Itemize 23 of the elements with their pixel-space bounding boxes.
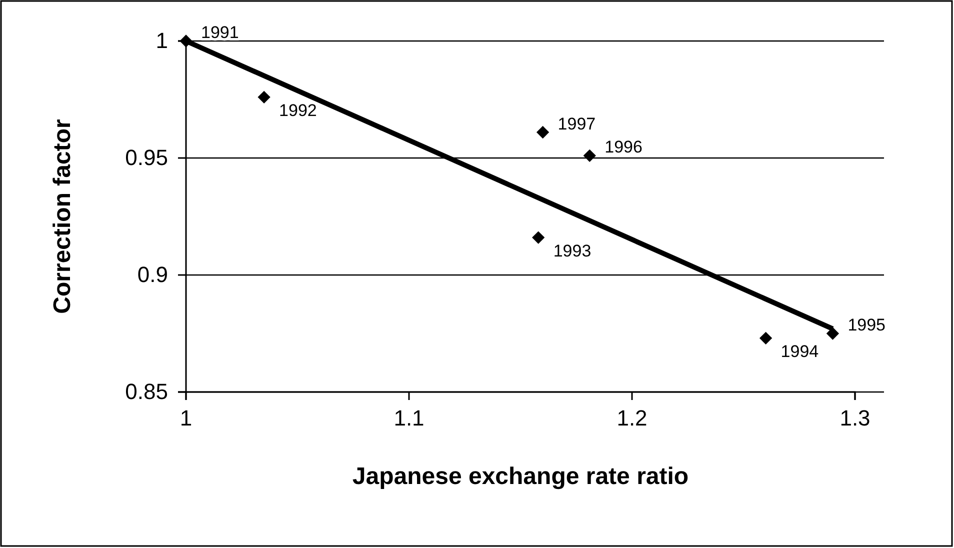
- annotation: 1992: [279, 101, 317, 120]
- annotation: 1995: [848, 316, 886, 334]
- x-tick-label: 1.2: [616, 406, 648, 431]
- annotation: 1991: [201, 23, 239, 42]
- point: [583, 149, 596, 162]
- y-tick-label: 0.85: [125, 379, 168, 404]
- point: [532, 231, 545, 244]
- annotation: 1994: [780, 342, 819, 362]
- y-tick-label: 0.95: [125, 145, 168, 170]
- annotation: 1993: [553, 242, 592, 261]
- point: [258, 90, 270, 104]
- y-axis-title: Correction factor: [49, 119, 76, 314]
- x-axis-title: Japanese exchange rate ratio: [352, 463, 689, 490]
- y-tick-label: 0.9: [137, 262, 168, 288]
- point: [826, 327, 840, 340]
- annotation: 1996: [604, 138, 642, 157]
- annotation: 1997: [558, 114, 596, 134]
- point: [536, 126, 550, 139]
- x-tick-label: 1.1: [394, 406, 424, 431]
- x-tick-label: 1.3: [840, 406, 870, 431]
- point: [759, 332, 772, 345]
- y-tick-label: 1: [156, 28, 168, 54]
- x-tick-label: 1: [180, 406, 192, 431]
